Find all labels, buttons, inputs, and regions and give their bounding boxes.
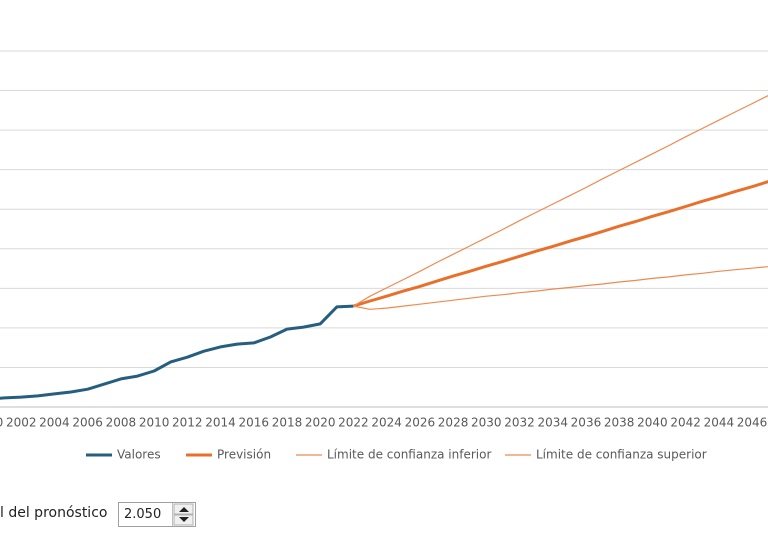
x-tick-label: 2036 xyxy=(571,416,602,430)
series-line xyxy=(353,266,768,310)
x-tick-label: 2038 xyxy=(604,416,635,430)
x-tick-label: 2032 xyxy=(504,416,535,430)
spin-buttons[interactable] xyxy=(172,503,195,526)
x-tick-label: 2012 xyxy=(172,416,203,430)
x-tick-label: 2020 xyxy=(305,416,336,430)
x-tick-label: 2040 xyxy=(637,416,668,430)
x-tick-label: 2026 xyxy=(405,416,436,430)
chart: 2000200220042006200820102012201420162018… xyxy=(0,50,768,462)
x-tick-label: 2000 xyxy=(0,416,3,430)
x-tick-label: 2002 xyxy=(6,416,37,430)
x-tick-label: 2042 xyxy=(670,416,701,430)
series-line xyxy=(352,180,768,308)
series-line xyxy=(0,304,354,400)
legend-label: Previsión xyxy=(217,448,271,462)
series-line xyxy=(353,94,768,307)
x-tick-label: 2024 xyxy=(371,416,402,430)
x-tick-label: 2044 xyxy=(704,416,735,430)
x-tick-label: 2018 xyxy=(272,416,303,430)
spin-value[interactable]: 2.050 xyxy=(124,507,162,522)
x-tick-label: 2016 xyxy=(238,416,269,430)
x-tick-label: 2022 xyxy=(338,416,369,430)
arrow-up xyxy=(179,507,189,512)
x-tick-label: 2030 xyxy=(471,416,502,430)
control-label: l del pronóstico xyxy=(0,505,108,521)
x-tick-label: 2008 xyxy=(106,416,137,430)
spin-box[interactable]: 2.050 xyxy=(118,502,196,527)
x-tick-label: 2010 xyxy=(139,416,170,430)
arrow-down xyxy=(179,517,189,522)
legend-label: Valores xyxy=(117,448,161,462)
x-tick-label: 2046 xyxy=(737,416,768,430)
legend-label: Límite de confianza superior xyxy=(536,448,707,462)
x-tick-label: 2006 xyxy=(72,416,103,430)
x-tick-label: 2028 xyxy=(438,416,469,430)
x-tick-label: 2014 xyxy=(205,416,236,430)
x-tick-label: 2004 xyxy=(39,416,70,430)
x-tick-label: 2034 xyxy=(537,416,568,430)
legend-label: Límite de confianza inferior xyxy=(327,448,491,462)
